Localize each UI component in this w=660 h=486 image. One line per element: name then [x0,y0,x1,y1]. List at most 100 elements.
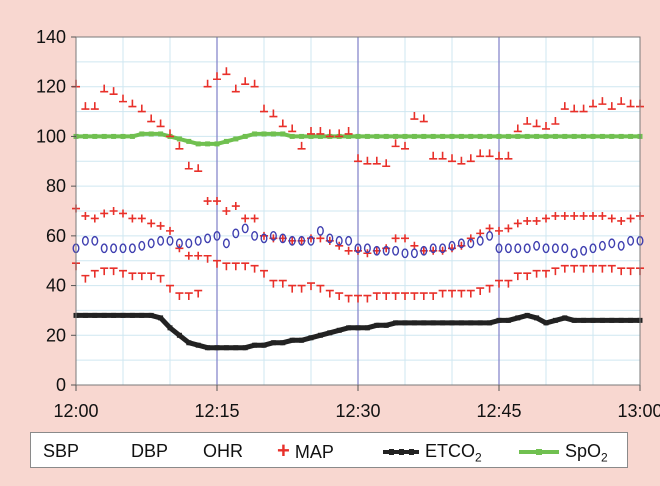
point-spo2 [468,133,474,139]
point-spo2 [261,131,267,137]
point-dbp [156,274,165,283]
point-sbp [250,79,259,88]
point-etco2 [327,330,333,336]
point-spo2 [158,131,164,137]
point-spo2 [214,141,220,147]
point-spo2 [552,133,558,139]
point-map [119,209,127,218]
point-etco2 [628,317,634,323]
point-spo2 [139,131,145,137]
legend-label-sbp: SBP [43,441,80,461]
point-spo2 [355,133,361,139]
point-spo2 [393,133,399,139]
point-etco2 [346,325,352,331]
point-dbp [598,264,607,273]
point-sbp [485,149,494,158]
point-etco2 [205,345,211,351]
point-sbp [297,141,306,150]
point-spo2 [364,133,370,139]
legend-swatch-spo2 [519,449,559,456]
point-dbp [410,292,419,301]
point-sbp [429,151,438,160]
point-dbp [504,279,513,288]
point-map [523,216,532,225]
point-etco2 [458,320,464,326]
point-dbp [363,294,372,303]
point-spo2 [374,133,380,139]
point-etco2 [618,317,624,323]
legend-label-ohr: OHR [203,441,243,461]
point-dbp [231,262,240,271]
point-etco2 [280,340,286,346]
legend-item-map: + MAP [277,440,334,463]
point-etco2 [120,312,126,318]
point-sbp [288,124,297,133]
point-sbp [401,141,409,150]
point-dbp [166,284,174,293]
point-dbp [542,269,550,278]
point-etco2 [233,345,239,351]
point-dbp [476,287,485,296]
point-map [222,207,231,215]
legend: SBP DBP OHR + MAP ETCO2 SpO2 [30,432,628,468]
point-dbp [128,272,137,281]
point-sbp [354,154,362,163]
point-etco2 [609,317,615,323]
point-spo2 [571,133,577,139]
point-map [551,211,560,220]
point-dbp [419,292,428,301]
point-map [570,211,579,220]
point-ohr [91,235,99,246]
point-dbp [100,267,109,276]
point-ohr [204,233,212,244]
point-sbp [363,156,372,165]
point-ohr [373,245,381,256]
point-etco2 [195,342,201,348]
point-sbp [184,161,193,170]
point-etco2 [186,340,192,346]
point-spo2 [317,133,323,139]
point-ohr [551,243,559,254]
point-ohr [392,245,400,256]
point-map [137,214,146,223]
point-ohr [279,233,287,244]
x-tick-label: 13:00 [617,401,660,421]
point-map [184,251,193,260]
point-spo2 [92,133,98,139]
point-sbp [448,154,456,163]
point-map [626,214,635,223]
point-ohr [542,243,550,254]
point-etco2 [430,320,436,326]
point-ohr [495,243,503,254]
point-etco2 [393,320,399,326]
point-sbp [137,104,146,113]
point-dbp [335,292,344,301]
point-map [147,219,156,228]
point-spo2 [477,133,483,139]
point-etco2 [261,342,267,348]
point-ohr [166,235,174,246]
y-tick-label: 20 [46,325,66,345]
legend-label-map: MAP [294,442,334,462]
point-spo2 [186,138,192,144]
point-spo2 [346,133,352,139]
point-dbp [119,269,127,278]
point-dbp [589,264,597,273]
point-sbp [166,129,174,138]
point-spo2 [534,133,540,139]
point-map [579,211,588,220]
legend-label-spo2: SpO [565,441,602,461]
point-map [363,249,372,258]
y-tick-label: 40 [46,276,66,296]
point-ohr [457,238,465,249]
point-etco2 [139,312,145,318]
point-ohr [232,228,240,239]
point-spo2 [599,133,605,139]
point-ohr [213,230,221,241]
point-spo2 [383,133,389,139]
point-dbp [325,289,334,298]
point-dbp [382,292,391,301]
point-ohr [580,245,588,256]
legend-item-dbp: DBP [131,441,168,461]
